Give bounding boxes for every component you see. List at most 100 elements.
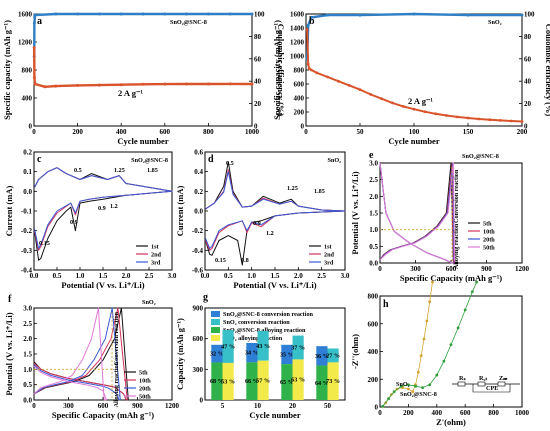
panel-a-xtick-label: 600 — [160, 128, 171, 136]
panel-g-bar-percent-label: 36 % — [315, 353, 329, 360]
panel-h-snc-point — [414, 384, 417, 388]
panel-f-xtick-label: 600 — [98, 402, 109, 410]
panel-h-xtick-label: 0 — [378, 409, 382, 417]
panel-g-category-label: 5 — [221, 402, 225, 410]
panel-d-cv-curve-3rd — [205, 171, 346, 249]
y-axis-label-d: Current (mA) — [175, 186, 185, 237]
panel-g-bar-percent-label: 63 % — [291, 377, 305, 384]
panel-a-xtick-label: 200 — [72, 128, 83, 136]
panel-h-circuit-label-rct: R꜀ₜ — [479, 375, 488, 382]
panel-h-sno2-point — [428, 300, 432, 303]
panel-g-bar-percent-label: 64 % — [315, 380, 329, 387]
panel-letter-d: d — [208, 154, 214, 165]
panel-g-bar-percent-label: 57 % — [256, 377, 270, 384]
panel-e-ytick-label: 1.5 — [369, 210, 378, 218]
panel-d-ytick-label: -0.4 — [192, 247, 204, 255]
panel-f-xtick-label: 1200 — [165, 402, 180, 410]
panel-g-bar-alloying — [222, 362, 234, 400]
panel-a-ytick-label: 400 — [22, 95, 33, 103]
x-axis-label-d: Potential (V vs. Li⁺/Li) — [233, 280, 316, 290]
panel-c-legend-label: 2nd — [151, 252, 162, 259]
panel-a-y2tick-label: 100 — [254, 11, 265, 19]
panel-d-xtick-label: 2.0 — [294, 272, 303, 280]
panel-e-legend-label: 5th — [483, 221, 492, 228]
panel-h-sno2-point — [419, 354, 423, 358]
panel-e-ytick-label: 3.0 — [369, 160, 378, 168]
panel-g-legend-label: SnO₂@SNC-8 alloying reaction — [223, 327, 306, 334]
panel-f-gcd-curve-50th — [33, 307, 107, 401]
panel-g-bar-percent-label: 32 % — [210, 351, 224, 358]
panel-a-xtick-label: 400 — [116, 128, 127, 136]
panel-c-peak-label: 1.2 — [110, 203, 118, 210]
panel-c-xtick-label: 2.5 — [145, 272, 154, 280]
x-axis-label-f: Specific Capacity (mAh g⁻¹) — [52, 410, 154, 420]
panel-g-ytick-label: 0 — [200, 397, 204, 405]
panel-h-circuit-zw — [497, 381, 506, 387]
panel-a-y2tick-label: 80 — [254, 33, 262, 41]
panel-g-bar-alloying — [257, 360, 269, 400]
panel-e-gcd-curve-10th — [379, 162, 454, 264]
panel-letter-f: f — [8, 294, 12, 305]
panel-h-xtick-label: 200 — [403, 409, 414, 417]
panel-g-bar-alloying — [292, 359, 304, 400]
panel-h-snc-point — [381, 404, 385, 408]
panel-f-alloying-label: Alloying reaction — [113, 361, 120, 407]
panel-d-sample-label: SnO₂ — [327, 157, 341, 164]
panel-c-peak-label: 1.25 — [114, 167, 125, 174]
panel-b-ytick-label: 200 — [294, 109, 305, 117]
panel-f-sample-label: SnO₂ — [142, 299, 156, 306]
panel-e-ytick-label: 2.0 — [369, 193, 378, 201]
panel-b-ytick-label: 1200 — [290, 39, 305, 47]
panel-d-xtick-label: 0.0 — [201, 272, 210, 280]
panel-g-bar-conversion — [292, 335, 304, 360]
panel-g-legend-swatch — [211, 319, 220, 325]
panel-h-xtick-label: 800 — [488, 409, 499, 417]
panel-f-conversion-label: Conversion reaction — [113, 311, 120, 365]
panel-h-snc-point — [428, 383, 432, 387]
panel-b-xtick-label: 200 — [517, 128, 528, 136]
panel-a-current-annotation: 2 A g⁻¹ — [118, 88, 143, 98]
panel-a-ytick-label: 800 — [22, 67, 33, 75]
panel-d-peak-label: 0.8 — [241, 257, 249, 264]
panel-g-legend-swatch — [211, 335, 220, 341]
panel-h-snc-point — [442, 359, 446, 363]
panel-g-bar-percent-label: 27 % — [326, 352, 340, 359]
panel-b-xtick-label: 100 — [409, 128, 420, 136]
panel-a-capacity-line — [33, 47, 253, 89]
panel-c-ytick-label: 0.2 — [23, 149, 32, 157]
panel-d-peak-label: 0.9 — [253, 220, 261, 227]
panel-c-ytick-label: -0.1 — [21, 208, 33, 216]
panel-d-peak-label: 1.85 — [314, 188, 325, 195]
panel-d-ytick-label: -0.6 — [192, 267, 204, 275]
panel-d-peak-label: 1.2 — [266, 230, 274, 237]
panel-b-y2tick-label: 40 — [524, 78, 532, 86]
panel-h-snc-point — [421, 386, 424, 389]
panel-f-legend-label: 50th — [139, 394, 151, 401]
panel-a-ytick-label: 1600 — [18, 11, 33, 19]
panel-d-xtick-label: 0.5 — [224, 272, 233, 280]
panel-h-sno2-point — [422, 337, 426, 341]
panel-g-bar-percent-label: 37 % — [291, 345, 305, 352]
panel-g-bar-percent-label: 53 % — [221, 378, 235, 385]
panel-h-ytick-label: 400 — [368, 348, 379, 356]
y-axis-label-a: Specific capacity (mAh g⁻¹) — [2, 20, 12, 120]
panel-d-xtick-label: 1.0 — [247, 272, 256, 280]
panel-b-ytick-label: 600 — [294, 81, 305, 89]
panel-b-y2tick-label: 0 — [524, 123, 528, 131]
panel-g-category-label: 50 — [324, 402, 332, 410]
panel-g-legend-swatch — [211, 311, 220, 317]
panel-g-bar-percent-label: 73 % — [326, 378, 340, 385]
panel-d-ytick-label: 0.0 — [194, 208, 203, 216]
panel-a-y2tick-label: 40 — [254, 78, 262, 86]
panel-b-y2tick-label: 80 — [524, 33, 532, 41]
panel-g-bar-alloying — [211, 362, 223, 400]
panel-h-sno2-label: SnO₂ — [396, 381, 410, 388]
panel-b-y2-axis-label: Coulombic efficiency (%) — [544, 24, 550, 117]
panel-f-ytick-label: 3.0 — [23, 305, 32, 313]
panel-f-xtick-label: 300 — [63, 402, 74, 410]
panel-g-bar-percent-label: 47 % — [221, 344, 235, 351]
panel-g-bar-conversion — [211, 344, 223, 363]
panel-h-ytick-label: 800 — [368, 293, 379, 301]
panel-h-sno2-point — [416, 370, 420, 374]
panel-e-ytick-label: 0.5 — [369, 243, 378, 251]
